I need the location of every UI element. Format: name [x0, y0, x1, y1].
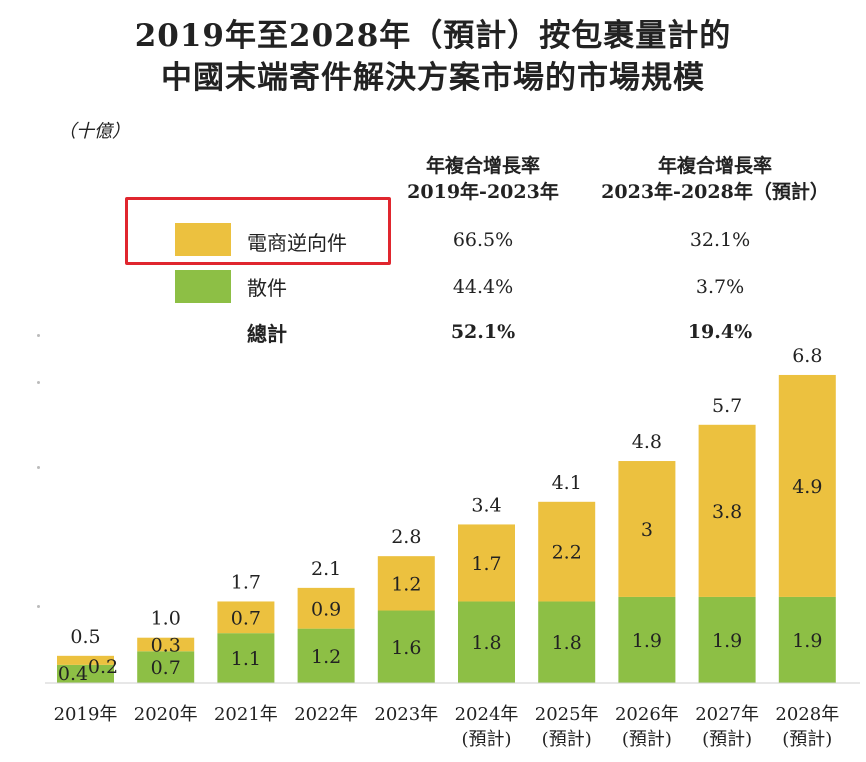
bar-ecommerce-returns [698, 424, 756, 597]
cagr-2023-2028-individual-parcels: 3.7% [695, 276, 745, 298]
x-tick-label: 2025年 [535, 704, 599, 725]
cagr-header-1-line-1: 年複合增長率 [425, 155, 540, 177]
data-label-ecommerce-returns: 1.7 [471, 553, 501, 575]
stacked-bar-chart: 0.4 0.20.52019年0.70.31.02020年1.10.71.7202… [45, 345, 860, 750]
bar-individual-parcels [778, 596, 836, 683]
data-label-total: 1.7 [231, 571, 261, 593]
edge-dot [37, 334, 40, 337]
data-label-ecommerce-returns: 3.8 [712, 501, 742, 523]
x-tick-label: 2019年 [54, 704, 118, 725]
bar-individual-parcels [458, 601, 515, 683]
x-tick-label: 2024年 [455, 704, 519, 725]
data-label-ecommerce-returns: 0.9 [311, 598, 341, 620]
data-label-total: 2.1 [311, 558, 341, 580]
chart-title-line-2: 中國末端寄件解決方案市場的市場規模 [161, 60, 705, 96]
data-label-total: 5.7 [712, 395, 742, 417]
edge-dot [37, 466, 40, 469]
cagr-2023-2028-total: 19.4% [687, 321, 753, 343]
bar-individual-parcels [217, 633, 275, 683]
data-label-total: 3.4 [471, 494, 501, 516]
cagr-header-2-line-1: 年複合增長率 [657, 155, 772, 177]
data-label-total: 4.1 [552, 472, 582, 494]
cagr-2023-2028-ecommerce-returns: 32.1% [689, 229, 751, 251]
bar-ecommerce-returns [618, 461, 676, 597]
cagr-header-1-line-2: 2019年-2023年 [407, 181, 559, 203]
x-tick-label: (預計) [622, 729, 672, 750]
data-label-total: 6.8 [792, 345, 822, 367]
data-label-total: 0.5 [70, 626, 100, 648]
data-label-individual-parcels: 1.2 [311, 646, 341, 668]
total-label: 總計 [247, 322, 287, 346]
data-label-ecommerce-returns: 4.9 [792, 476, 822, 498]
edge-dot [37, 381, 40, 384]
data-label-ecommerce-returns: 0.3 [151, 634, 181, 656]
legend-swatch-ecommerce-returns [175, 223, 231, 256]
chart-title-line-1: 2019年至2028年（預計）按包裹量計的 [134, 18, 732, 54]
data-label-individual-parcels: 1.8 [471, 632, 501, 654]
unit-label: （十億） [58, 121, 130, 142]
data-label-individual-parcels: 1.1 [231, 648, 261, 670]
bar-ecommerce-returns [137, 637, 195, 652]
data-label-ecommerce-returns: 2.2 [552, 542, 582, 564]
data-label-total: 2.8 [391, 526, 421, 548]
data-label-individual-parcels: 1.9 [792, 630, 822, 652]
x-tick-label: 2026年 [615, 704, 679, 725]
cagr-2019-2023-ecommerce-returns: 66.5% [452, 229, 514, 251]
cagr-2019-2023-total: 52.1% [450, 321, 516, 343]
x-tick-label: 2028年 [775, 704, 839, 725]
bar-ecommerce-returns [297, 587, 355, 629]
data-label-ecommerce-returns: 0.7 [231, 607, 261, 629]
data-label-individual-parcels: 1.9 [632, 630, 662, 652]
bar-individual-parcels [618, 596, 676, 683]
bar-individual-parcels [137, 651, 195, 683]
x-tick-label: 2023年 [374, 704, 438, 725]
data-label-total: 1.0 [151, 608, 181, 630]
bar-ecommerce-returns [377, 556, 435, 611]
x-tick-label: 2022年 [294, 704, 358, 725]
bar-ecommerce-returns [778, 374, 836, 597]
legend-highlight-box [125, 197, 391, 265]
cagr-header-2019-2023: 年複合增長率 2019年-2023年 [383, 153, 583, 205]
edge-dot [37, 605, 40, 608]
x-tick-label: (預計) [542, 729, 592, 750]
legend-label-ecommerce-returns: 電商逆向件 [247, 231, 347, 255]
x-tick-label: (預計) [702, 729, 752, 750]
data-label-total: 4.8 [632, 431, 662, 453]
bar-ecommerce-returns [217, 601, 275, 634]
bar-individual-parcels [698, 596, 756, 683]
legend-swatch-individual-parcels [175, 270, 231, 303]
bar-individual-parcels [377, 610, 435, 683]
legend-label-individual-parcels: 散件 [247, 276, 287, 300]
data-label-ecommerce-returns: 3 [641, 519, 653, 541]
data-label-ecommerce-returns: 1.2 [391, 573, 421, 595]
bar-individual-parcels [538, 601, 596, 683]
x-tick-label: (預計) [782, 729, 832, 750]
data-label-ecommerce-returns: 0.2 [88, 656, 118, 678]
bar-ecommerce-returns [538, 501, 596, 602]
cagr-header-2-line-2: 2023年-2028年（預計） [601, 181, 829, 203]
cagr-2019-2023-individual-parcels: 44.4% [452, 276, 514, 298]
data-label-individual-parcels: 0.7 [151, 657, 181, 679]
x-tick-label: (預計) [461, 729, 511, 750]
x-tick-label: 2027年 [695, 704, 759, 725]
data-label-individual-parcels: 0.4 [58, 663, 88, 685]
data-label-individual-parcels: 1.9 [712, 630, 742, 652]
x-tick-label: 2021年 [214, 704, 278, 725]
bar-individual-parcels [57, 664, 114, 683]
x-tick-label: 2020年 [134, 704, 198, 725]
bar-ecommerce-returns [458, 524, 515, 602]
bar-ecommerce-returns [57, 655, 114, 665]
data-label-individual-parcels: 1.8 [552, 632, 582, 654]
bar-individual-parcels [297, 628, 355, 683]
cagr-header-2023-2028: 年複合增長率 2023年-2028年（預計） [590, 153, 840, 205]
data-label-individual-parcels: 1.6 [391, 637, 421, 659]
